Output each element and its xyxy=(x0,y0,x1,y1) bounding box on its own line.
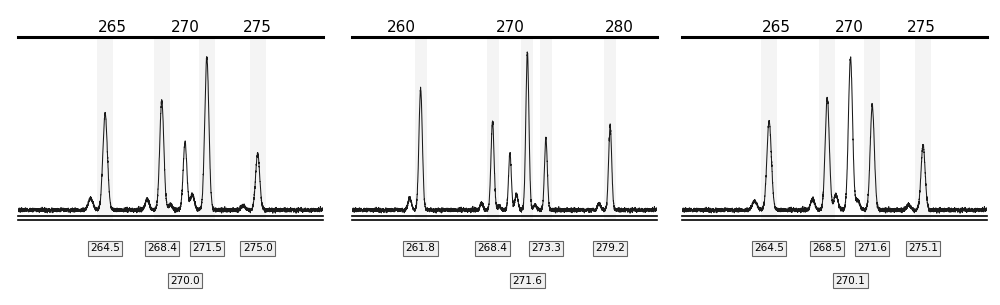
Bar xyxy=(604,37,616,220)
Text: 268.5: 268.5 xyxy=(812,243,842,253)
Bar xyxy=(199,37,215,220)
Bar xyxy=(154,37,170,220)
Bar xyxy=(915,37,931,220)
Bar xyxy=(540,37,552,220)
Text: 264.5: 264.5 xyxy=(90,243,120,253)
Text: 275.1: 275.1 xyxy=(908,243,938,253)
Bar xyxy=(415,37,427,220)
Text: 268.4: 268.4 xyxy=(478,243,507,253)
Bar xyxy=(819,37,835,220)
Text: 271.6: 271.6 xyxy=(512,276,542,285)
Text: 273.3: 273.3 xyxy=(531,243,561,253)
Text: 275.0: 275.0 xyxy=(243,243,273,253)
Bar xyxy=(761,37,777,220)
Text: 270.1: 270.1 xyxy=(836,276,865,285)
Bar xyxy=(521,37,533,220)
Text: 271.5: 271.5 xyxy=(192,243,222,253)
Text: 279.2: 279.2 xyxy=(595,243,625,253)
Bar xyxy=(487,37,499,220)
Text: 270.0: 270.0 xyxy=(170,276,200,285)
Text: 271.6: 271.6 xyxy=(857,243,887,253)
Bar xyxy=(864,37,880,220)
Text: 264.5: 264.5 xyxy=(754,243,784,253)
Bar xyxy=(97,37,113,220)
Text: 261.8: 261.8 xyxy=(406,243,436,253)
Bar xyxy=(250,37,266,220)
Text: 268.4: 268.4 xyxy=(147,243,177,253)
